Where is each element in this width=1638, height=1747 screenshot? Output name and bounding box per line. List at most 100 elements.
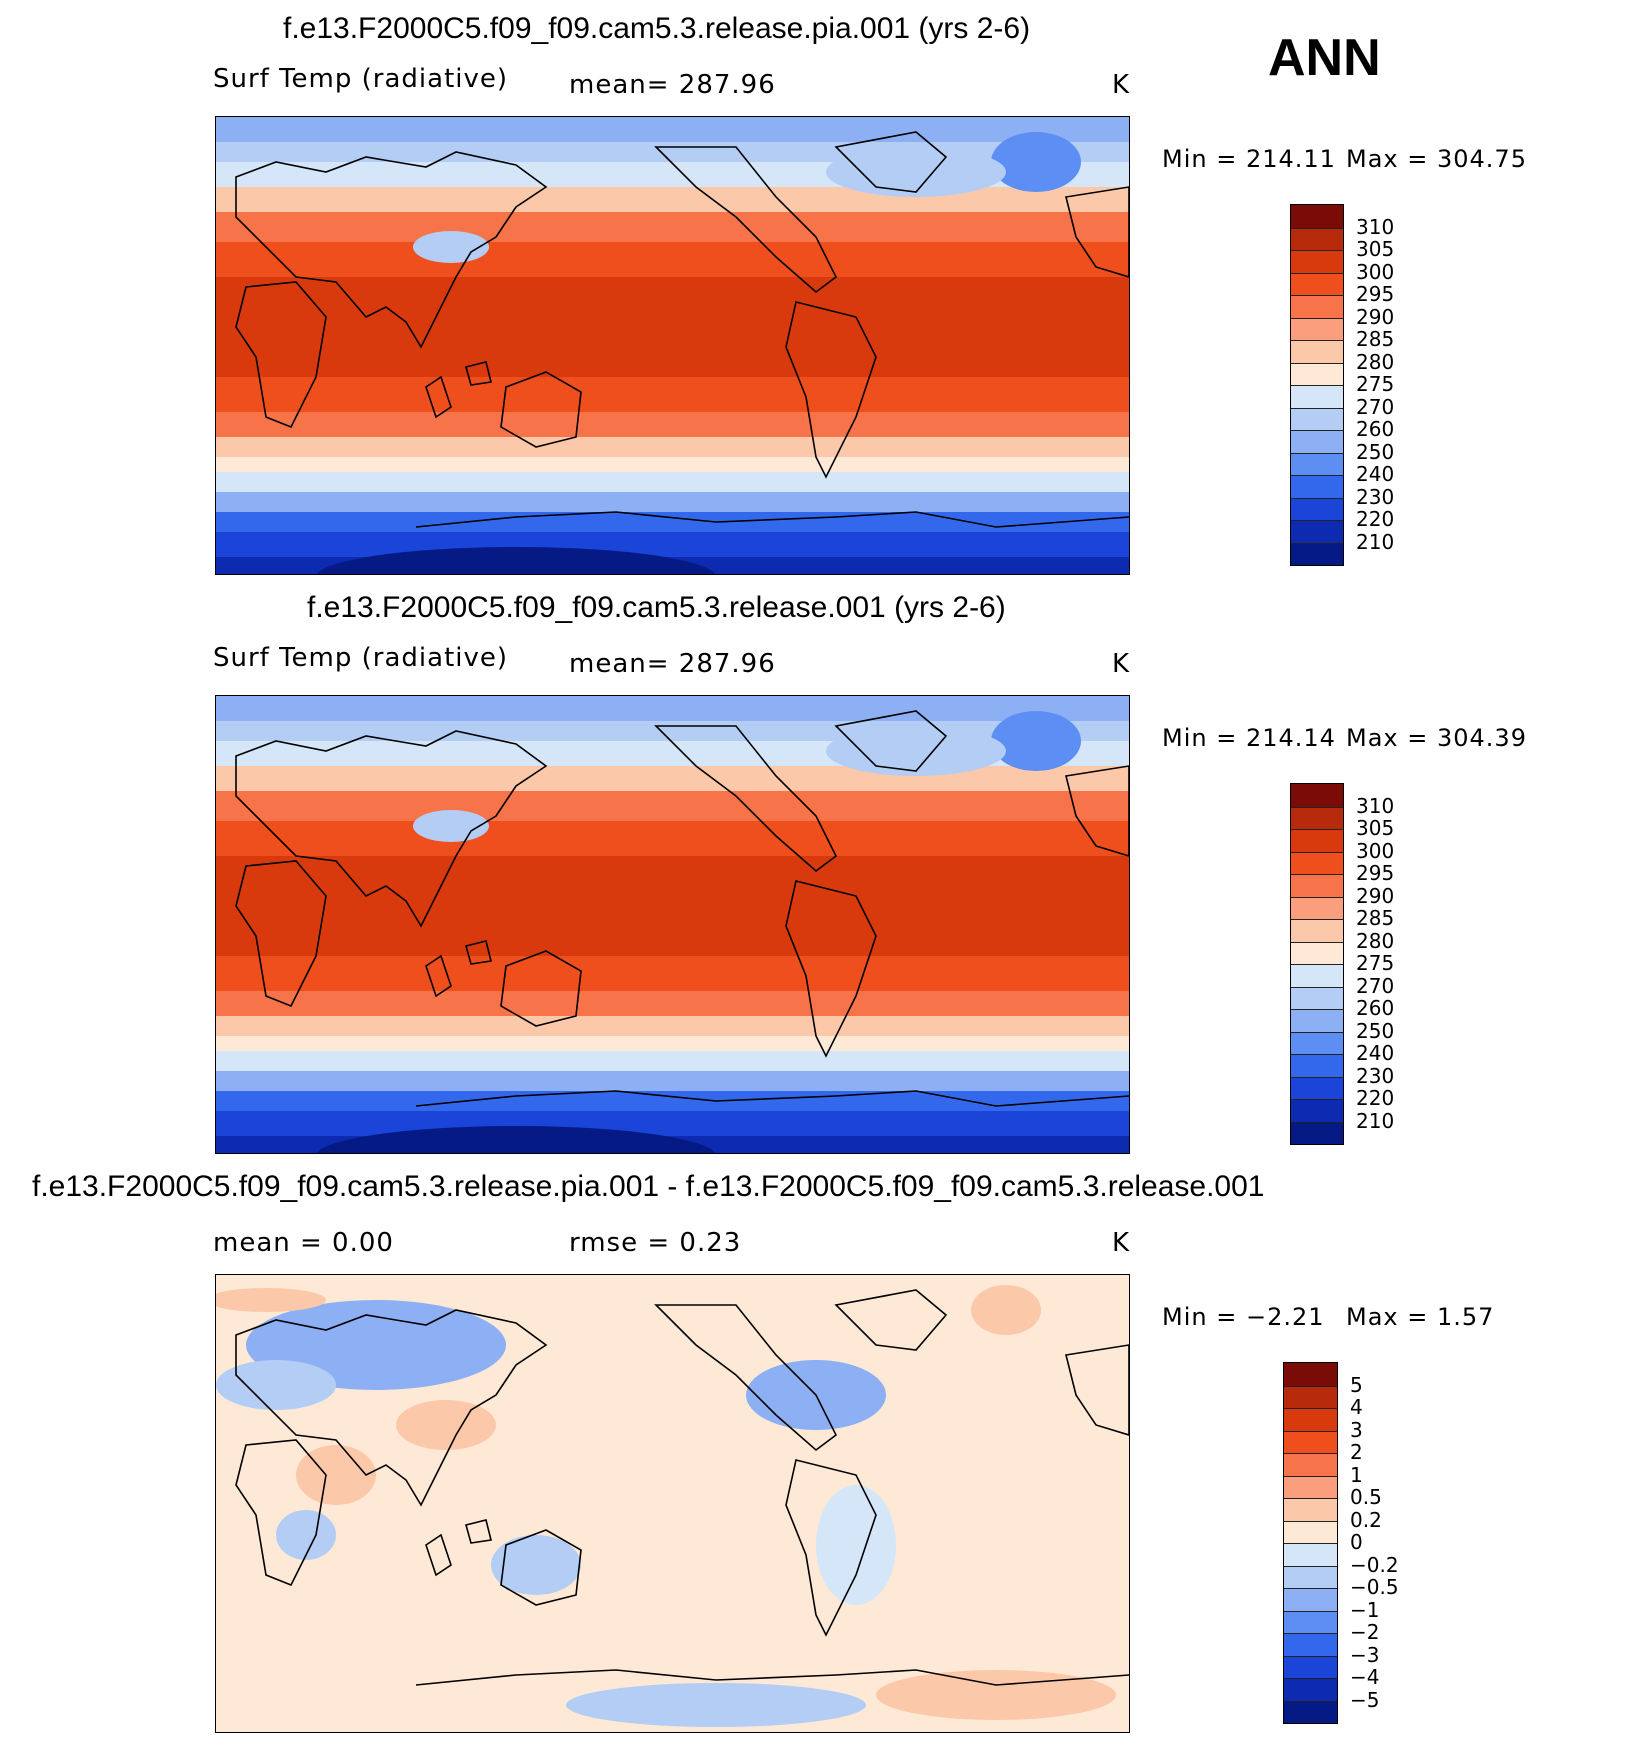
panel3-max-label: Max = 1.57: [1346, 1303, 1495, 1331]
colorbar-tick-label: 240: [1356, 462, 1395, 486]
panel2-min-label: Min = 214.14: [1162, 724, 1336, 752]
colorbar-box: [1291, 896, 1343, 919]
colorbar-tick-label: 305: [1356, 816, 1395, 840]
colorbar-box: [1291, 1031, 1343, 1054]
colorbar-box: [1291, 340, 1343, 363]
colorbar-box: [1284, 1543, 1337, 1566]
colorbar-tick-label: 230: [1356, 1063, 1395, 1088]
colorbar-tick-label: 210: [1356, 1108, 1395, 1133]
colorbar-box: [1291, 1099, 1343, 1122]
colorbar-box: [1291, 362, 1343, 385]
panel2-units-label: K: [1112, 649, 1131, 679]
colorbar-box: [1291, 272, 1343, 295]
colorbar-tick-label: 305: [1356, 237, 1395, 261]
panel3-difference-field: [216, 1275, 1129, 1732]
colorbar-tick-label: 310: [1356, 214, 1395, 239]
colorbar-tick-label: 220: [1356, 507, 1395, 531]
colorbar-tick-label: 210: [1356, 529, 1395, 554]
panel1-variable-label: Surf Temp (radiative): [213, 64, 509, 94]
colorbar-tick-label: −5: [1350, 1687, 1380, 1712]
colorbar-box: [1291, 520, 1343, 543]
colorbar-box: [1291, 385, 1343, 408]
colorbar-box: [1291, 452, 1343, 475]
colorbar-box: [1291, 542, 1343, 565]
colorbar-box: [1284, 1700, 1337, 1723]
panel2-title: f.e13.F2000C5.f09_f09.cam5.3.release.001…: [307, 591, 1006, 624]
panel1-mean-label: mean= 287.96: [569, 70, 776, 100]
colorbar-box: [1284, 1475, 1337, 1498]
panel3-units-label: K: [1112, 1228, 1131, 1258]
panel1-min-label: Min = 214.11: [1162, 145, 1336, 173]
colorbar-box: [1291, 851, 1343, 874]
colorbar-tick-label: −1: [1350, 1597, 1380, 1622]
panel2-max-label: Max = 304.39: [1346, 724, 1527, 752]
colorbar-box: [1284, 1588, 1337, 1611]
panel1-units-label: K: [1112, 70, 1131, 100]
colorbar-tick-label: 260: [1356, 417, 1395, 441]
panel3-min-label: Min = −2.21: [1162, 1303, 1325, 1331]
colorbar-box: [1291, 964, 1343, 987]
panel2-mean-label: mean= 287.96: [569, 649, 776, 679]
colorbar-box: [1284, 1655, 1337, 1678]
colorbar-box: [1291, 806, 1343, 829]
colorbar-box: [1291, 295, 1343, 318]
panel1-max-label: Max = 304.75: [1346, 145, 1527, 173]
colorbar-tick-label: 275: [1356, 372, 1395, 396]
colorbar-box: [1284, 1633, 1337, 1656]
colorbar-box: [1291, 475, 1343, 498]
colorbar-tick-label: 275: [1356, 951, 1395, 975]
colorbar-box: [1291, 1009, 1343, 1032]
panel3-map: [215, 1274, 1130, 1733]
colorbar-tick-label: 280: [1356, 349, 1395, 374]
colorbar-tick-label: 310: [1356, 793, 1395, 818]
colorbar-tick-label: 250: [1356, 439, 1395, 464]
panel3-colorbar: [1283, 1362, 1338, 1724]
colorbar-tick-label: 250: [1356, 1018, 1395, 1043]
colorbar-box: [1284, 1453, 1337, 1476]
panel3-mean-label: mean = 0.00: [213, 1228, 394, 1258]
colorbar-tick-label: 285: [1356, 906, 1395, 930]
colorbar-tick-label: 1: [1350, 1462, 1363, 1487]
colorbar-tick-label: 0: [1350, 1530, 1363, 1554]
colorbar-box: [1284, 1520, 1337, 1543]
panel3-rmse-label: rmse = 0.23: [569, 1228, 742, 1258]
colorbar-tick-label: −3: [1350, 1642, 1380, 1667]
colorbar-tick-label: 290: [1356, 883, 1395, 908]
colorbar-box: [1284, 1678, 1337, 1701]
colorbar-box: [1291, 941, 1343, 964]
colorbar-tick-label: 295: [1356, 861, 1395, 885]
colorbar-tick-label: 270: [1356, 973, 1395, 998]
colorbar-tick-label: 300: [1356, 259, 1395, 284]
colorbar-tick-label: 280: [1356, 928, 1395, 953]
colorbar-box: [1291, 986, 1343, 1009]
colorbar-tick-label: 285: [1356, 327, 1395, 351]
colorbar-box: [1291, 205, 1343, 228]
colorbar-box: [1284, 1430, 1337, 1453]
colorbar-tick-label: 230: [1356, 484, 1395, 509]
colorbar-tick-label: −4: [1350, 1665, 1380, 1689]
colorbar-tick-label: 5: [1350, 1372, 1363, 1397]
colorbar-box: [1291, 919, 1343, 942]
colorbar-tick-label: 4: [1350, 1395, 1363, 1419]
colorbar-box: [1284, 1363, 1337, 1386]
colorbar-tick-label: 3: [1350, 1417, 1363, 1442]
colorbar-tick-label: 270: [1356, 394, 1395, 419]
colorbar-box: [1284, 1498, 1337, 1521]
colorbar-box: [1291, 874, 1343, 897]
colorbar-tick-label: 290: [1356, 304, 1395, 329]
panel2-map: [215, 695, 1130, 1154]
colorbar-tick-label: 300: [1356, 838, 1395, 863]
colorbar-box: [1284, 1408, 1337, 1431]
colorbar-tick-label: −0.2: [1350, 1552, 1399, 1577]
colorbar-box: [1291, 1054, 1343, 1077]
colorbar-box: [1291, 1121, 1343, 1144]
colorbar-box: [1284, 1565, 1337, 1588]
colorbar-box: [1291, 250, 1343, 273]
colorbar-tick-label: 2: [1350, 1440, 1363, 1464]
colorbar-box: [1291, 407, 1343, 430]
panel1-temperature-field: [216, 117, 1129, 574]
colorbar-box: [1291, 430, 1343, 453]
colorbar-tick-label: 240: [1356, 1041, 1395, 1065]
colorbar-box: [1291, 784, 1343, 807]
panel1-colorbar: [1290, 204, 1344, 566]
